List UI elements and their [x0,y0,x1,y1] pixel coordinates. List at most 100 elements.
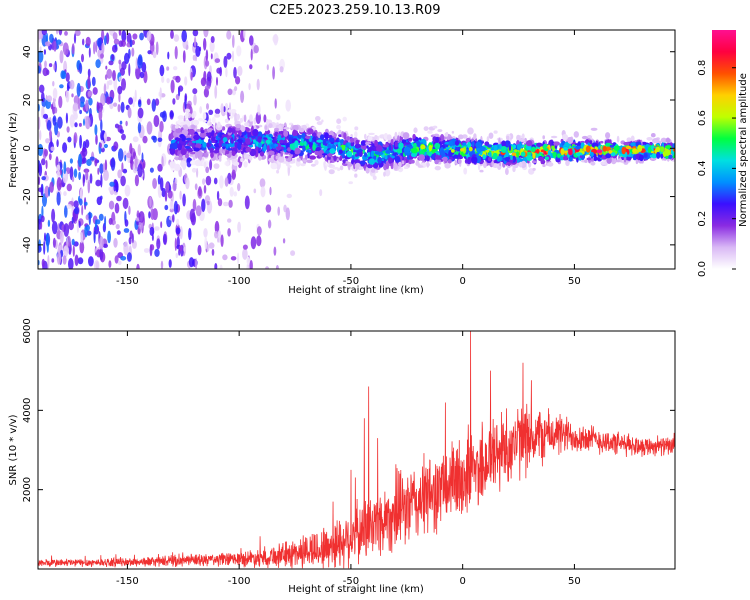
spectrogram-signal-cell [189,151,197,155]
spectrogram-noise-cell [113,38,120,45]
spectrogram-noise-cell [38,116,41,130]
spectrogram-noise-cell [226,52,232,60]
spectrogram-signal-cell [403,146,411,154]
spectrogram-noise-cell [58,30,63,36]
spectrogram-signal-cell [354,131,358,138]
spectrogram-signal-cell [462,142,467,146]
spectrogram-noise-cell [160,221,163,229]
spectrogram-signal-cell [637,144,643,152]
spectrogram-signal-cell [419,150,425,155]
spectrogram-noise-cell [59,230,64,244]
spectrogram-noise-cell [178,85,184,92]
spectrogram-noise-cell [88,97,93,106]
spectrogram-noise-cell [65,112,68,124]
spectrogram-signal-cell [655,146,661,152]
spectrogram-signal-cell [516,134,521,141]
spectrogram-signal-cell [342,116,347,122]
spectrogram-noise-cell [78,122,82,127]
spectrogram-noise-cell [155,41,159,55]
spectrogram-signal-cell [316,121,323,126]
spectrogram-signal-cell [280,151,283,158]
spectrogram-noise-cell [84,201,88,206]
spectrogram-noise-cell [169,200,174,210]
spectrogram-signal-cell [505,167,509,176]
snr-x-tick-label: -50 [343,576,359,587]
spectrogram-signal-cell [605,146,612,152]
spectrogram-signal-cell [434,142,441,150]
spectrogram-x-tick-label: -150 [116,276,139,287]
spectrogram-noise-cell [188,227,192,241]
spectrogram-noise-cell [38,163,43,177]
spectrogram-signal-cell [501,140,506,147]
spectrogram-signal-cell [442,156,448,162]
spectrogram-noise-cell [62,255,67,265]
spectrogram-noise-cell [176,218,180,226]
spectrogram-noise-cell [42,67,49,77]
spectrogram-noise-cell [143,70,148,84]
spectrogram-signal-cell [451,130,455,134]
spectrogram-noise-cell [121,78,126,91]
spectrogram-noise-cell [71,176,75,183]
spectrogram-noise-cell [65,72,70,82]
spectrogram-signal-cell [283,127,290,130]
spectrogram-signal-cell [227,127,233,133]
spectrogram-noise-cell [100,53,104,59]
spectrogram-signal-cell [303,140,307,147]
spectrogram-noise-cell [38,30,42,40]
spectrogram-signal-cell [372,175,377,180]
spectrogram-signal-cell [243,153,250,160]
spectrogram-noise-cell [124,52,130,64]
spectrogram-signal-cell [660,137,667,143]
spectrogram-signal-cell [239,117,244,123]
spectrogram-noise-cell [89,156,95,161]
spectrogram-signal-cell [263,137,267,140]
spectrogram-noise-cell [120,255,127,261]
spectrogram-signal-cell [526,140,533,147]
spectrogram-signal-cell [338,149,343,154]
spectrogram-signal-cell [230,109,237,113]
spectrogram-noise-cell [44,60,47,69]
spectrogram-signal-cell [195,143,202,149]
spectrogram-noise-cell [118,148,124,162]
spectrogram-signal-cell [632,148,638,154]
spectrogram-noise-cell [217,237,220,243]
spectrogram-signal-cell [630,142,637,147]
spectrogram-signal-cell [177,157,184,161]
spectrogram-noise-cell [220,103,224,115]
spectrogram-signal-cell [580,140,585,144]
spectrogram-signal-cell [259,151,265,157]
spectrogram-noise-cell [56,251,62,265]
spectrogram-signal-cell [308,149,312,154]
spectrogram-signal-cell [485,150,490,153]
spectrogram-signal-cell [322,140,327,146]
spectrogram-signal-cell [415,159,420,166]
spectrogram-signal-cell [602,145,607,152]
spectrogram-noise-cell [79,109,82,115]
spectrogram-noise-cell [223,106,226,113]
spectrogram-signal-cell [506,135,510,141]
spectrogram-signal-cell [428,144,433,152]
spectrogram-noise-cell [77,257,84,265]
spectrogram-noise-cell [99,236,104,250]
spectrogram-signal-cell [323,161,327,169]
spectrogram-noise-cell [62,142,68,153]
spectrogram-signal-cell [227,147,232,151]
spectrogram-noise-cell [151,234,154,242]
spectrogram-signal-cell [324,157,328,160]
spectrogram-signal-cell [396,135,400,141]
spectrogram-signal-cell [240,125,246,133]
spectrogram-signal-cell [581,135,588,140]
spectrogram-signal-cell [579,155,583,159]
spectrogram-signal-cell [187,148,194,152]
spectrogram-signal-cell [552,151,557,157]
spectrogram-noise-cell [39,130,42,141]
spectrogram-signal-cell [185,108,191,114]
spectrogram-signal-cell [322,153,328,156]
spectrogram-signal-cell [526,155,533,161]
spectrogram-noise-cell [232,34,235,48]
spectrogram-signal-cell [663,149,671,156]
spectrogram-signal-cell [181,135,187,142]
spectrogram-signal-cell [606,156,612,164]
spectrogram-signal-cell [327,135,333,138]
spectrogram-noise-cell [87,179,91,194]
